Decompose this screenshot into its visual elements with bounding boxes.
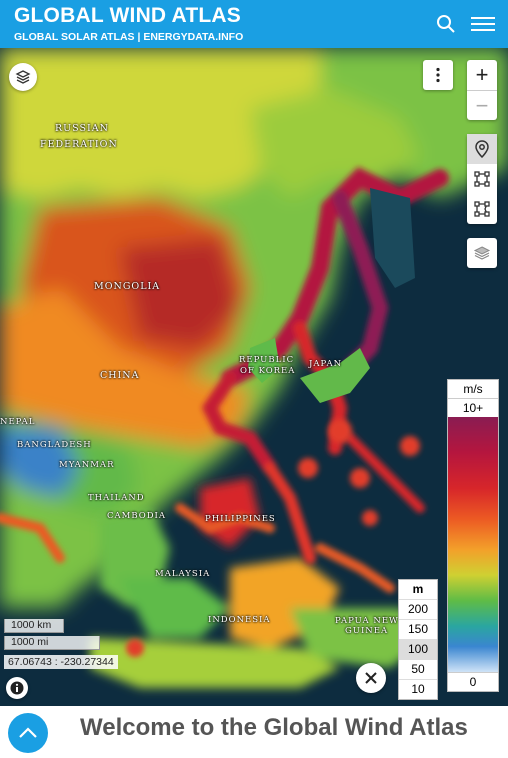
chevron-up-icon bbox=[19, 727, 37, 738]
map-label: MALAYSIA bbox=[155, 569, 211, 579]
map-tools bbox=[467, 134, 497, 224]
more-vertical-icon bbox=[436, 67, 440, 83]
basemap-button[interactable] bbox=[467, 238, 497, 268]
info-icon bbox=[10, 681, 24, 695]
map-label: NEPAL bbox=[0, 417, 36, 427]
hamburger-menu-icon[interactable] bbox=[471, 14, 495, 34]
legend-max: 10+ bbox=[462, 401, 484, 415]
height-option-selected[interactable]: 100 bbox=[399, 640, 437, 660]
coordinates-readout: 67.06743 : -230.27344 bbox=[4, 655, 118, 669]
search-icon[interactable] bbox=[436, 14, 456, 34]
map-label: FEDERATION bbox=[40, 139, 118, 150]
map-label: CHINA bbox=[100, 370, 140, 381]
map-label: PHILIPPINES bbox=[205, 514, 276, 524]
legend-min: 0 bbox=[448, 672, 498, 691]
rectangle-tool-button[interactable] bbox=[467, 164, 497, 194]
map-pin-icon bbox=[475, 140, 489, 158]
point-tool-button[interactable] bbox=[467, 134, 497, 164]
map-label: OF KOREA bbox=[240, 366, 296, 376]
zoom-in-button[interactable]: + bbox=[467, 60, 497, 91]
height-option[interactable]: 150 bbox=[399, 620, 437, 640]
welcome-title: Welcome to the Global Wind Atlas bbox=[80, 714, 468, 741]
map-label: MYANMAR bbox=[59, 460, 115, 470]
map-label: INDONESIA bbox=[208, 615, 271, 625]
legend-color-bar bbox=[448, 417, 498, 672]
map-label: RUSSIAN bbox=[55, 123, 109, 134]
height-option[interactable]: 10 bbox=[411, 682, 425, 696]
map-label: MONGOLIA bbox=[94, 281, 161, 292]
zoom-out-button[interactable]: − bbox=[475, 93, 489, 118]
polygon-select-icon bbox=[474, 201, 490, 217]
map-label: JAPAN bbox=[309, 359, 343, 369]
height-option[interactable]: 200 bbox=[399, 600, 437, 620]
more-options-button[interactable] bbox=[423, 60, 453, 90]
legend-unit: m/s bbox=[448, 380, 498, 399]
layers-toggle-button[interactable] bbox=[9, 63, 37, 91]
welcome-bar bbox=[0, 706, 508, 758]
map-label: REPUBLIC bbox=[239, 355, 295, 365]
layers-icon bbox=[15, 70, 31, 84]
info-button[interactable] bbox=[6, 677, 28, 699]
app-header: GLOBAL WIND ATLAS GLOBAL SOLAR ATLAS | E… bbox=[0, 0, 508, 48]
height-selector: m 200 150 100 50 10 bbox=[398, 579, 438, 700]
expand-panel-button[interactable] bbox=[8, 713, 48, 753]
map-label: CAMBODIA bbox=[107, 511, 167, 521]
wind-speed-legend: m/s 10+ 0 bbox=[447, 379, 499, 692]
rectangle-select-icon bbox=[474, 171, 490, 187]
app-title[interactable]: GLOBAL WIND ATLAS bbox=[14, 4, 241, 27]
close-icon bbox=[365, 672, 377, 684]
scale-km: 1000 km bbox=[4, 619, 64, 633]
map-labels: RUSSIAN FEDERATION MONGOLIA CHINA REPUBL… bbox=[0, 48, 508, 706]
scale-mi: 1000 mi bbox=[4, 636, 100, 650]
map-label: BANGLADESH bbox=[17, 440, 92, 450]
map-label: THAILAND bbox=[88, 493, 145, 503]
map-label: GUINEA bbox=[345, 626, 389, 636]
height-unit: m bbox=[399, 580, 437, 600]
app-subtitle[interactable]: GLOBAL SOLAR ATLAS | ENERGYDATA.INFO bbox=[14, 31, 244, 43]
map-label: PAPUA NEW bbox=[335, 616, 399, 626]
stacked-layers-icon bbox=[473, 246, 491, 260]
polygon-tool-button[interactable] bbox=[467, 194, 497, 224]
close-button[interactable] bbox=[356, 663, 386, 693]
zoom-control: + − bbox=[467, 60, 497, 120]
height-option[interactable]: 50 bbox=[399, 660, 437, 680]
wind-map[interactable]: RUSSIAN FEDERATION MONGOLIA CHINA REPUBL… bbox=[0, 48, 508, 706]
